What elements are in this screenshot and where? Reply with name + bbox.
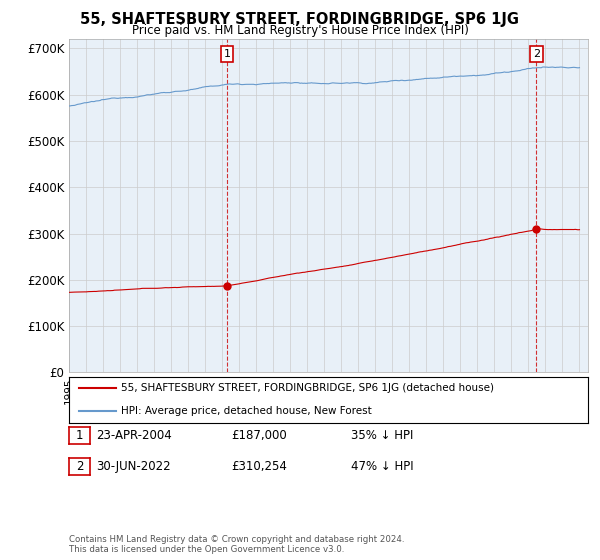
Text: 47% ↓ HPI: 47% ↓ HPI [351, 460, 413, 473]
Text: 1: 1 [76, 429, 83, 442]
Text: HPI: Average price, detached house, New Forest: HPI: Average price, detached house, New … [121, 407, 371, 416]
Text: Contains HM Land Registry data © Crown copyright and database right 2024.: Contains HM Land Registry data © Crown c… [69, 535, 404, 544]
Text: Price paid vs. HM Land Registry's House Price Index (HPI): Price paid vs. HM Land Registry's House … [131, 24, 469, 37]
Text: 23-APR-2004: 23-APR-2004 [96, 429, 172, 442]
Text: 2: 2 [76, 460, 83, 473]
Text: 55, SHAFTESBURY STREET, FORDINGBRIDGE, SP6 1JG: 55, SHAFTESBURY STREET, FORDINGBRIDGE, S… [80, 12, 520, 27]
Text: 1: 1 [224, 49, 230, 59]
Text: 2: 2 [533, 49, 540, 59]
Text: £187,000: £187,000 [231, 429, 287, 442]
Text: 55, SHAFTESBURY STREET, FORDINGBRIDGE, SP6 1JG (detached house): 55, SHAFTESBURY STREET, FORDINGBRIDGE, S… [121, 384, 494, 393]
Text: 30-JUN-2022: 30-JUN-2022 [96, 460, 170, 473]
Text: £310,254: £310,254 [231, 460, 287, 473]
Text: 35% ↓ HPI: 35% ↓ HPI [351, 429, 413, 442]
Text: This data is licensed under the Open Government Licence v3.0.: This data is licensed under the Open Gov… [69, 545, 344, 554]
